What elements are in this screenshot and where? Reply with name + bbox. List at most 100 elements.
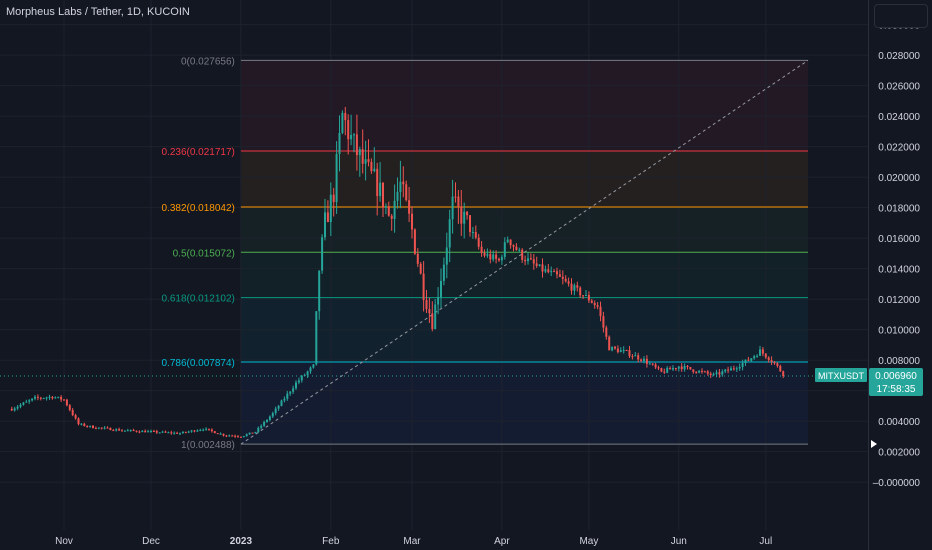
x-tick-label: Dec: [142, 536, 160, 547]
candle-body: [89, 425, 92, 427]
candle-body: [703, 371, 706, 373]
y-tick-label: 0.002000: [878, 448, 920, 459]
candle-body: [477, 237, 480, 247]
candle-body: [498, 258, 500, 261]
y-tick-label: 0.008000: [878, 356, 920, 367]
candle-body: [761, 349, 764, 354]
candle-body: [42, 398, 45, 400]
candle-body: [257, 427, 260, 432]
candle-body: [396, 192, 399, 201]
candle-body: [173, 432, 176, 434]
candle-body: [541, 264, 544, 272]
candle-body: [413, 229, 416, 254]
y-tick-label: 0.014000: [878, 265, 920, 276]
candle-body: [103, 427, 106, 429]
candle-body: [695, 371, 698, 373]
candle-body: [205, 428, 208, 430]
candle-body: [666, 368, 669, 373]
candle-body: [74, 415, 77, 419]
candle-body: [614, 346, 616, 349]
candle-body: [45, 397, 48, 399]
candle-body: [660, 368, 663, 372]
candle-body: [677, 366, 680, 369]
candle-body: [715, 372, 718, 374]
candle-body: [318, 270, 321, 312]
y-tick-label: –0.000000: [873, 478, 921, 489]
candle-body: [187, 431, 190, 433]
candle-body: [60, 396, 63, 400]
candle-body: [34, 396, 36, 399]
candle-body: [486, 254, 489, 256]
candle-body: [225, 435, 228, 437]
candle-body: [669, 368, 672, 370]
candle-body: [94, 428, 97, 430]
candle-body: [750, 358, 753, 361]
candle-body: [651, 363, 654, 365]
candle-body: [674, 368, 677, 370]
candle-body: [590, 300, 593, 303]
candle-body: [532, 259, 535, 264]
candle-body: [709, 373, 712, 376]
candle-body: [582, 295, 585, 297]
fib-zone: [240, 206, 808, 253]
candle-body: [587, 295, 590, 301]
candle-body: [701, 370, 703, 372]
candle-body: [100, 427, 103, 429]
y-tick-label: 0.024000: [878, 112, 920, 123]
candle-body: [741, 362, 744, 367]
countdown-text: 17:58:35: [877, 384, 916, 395]
candle-body: [355, 134, 358, 156]
fib-zone: [240, 60, 808, 151]
fib-label: 0.618(0.012102): [161, 294, 234, 305]
candle-body: [283, 398, 286, 401]
candle-body: [234, 435, 237, 437]
candle-body: [332, 194, 335, 203]
candle-body: [611, 346, 614, 351]
candle-body: [460, 206, 463, 224]
candle-body: [28, 400, 31, 402]
candle-body: [503, 242, 506, 257]
candle-body: [521, 249, 524, 260]
candle-body: [147, 431, 150, 433]
candle-body: [672, 368, 674, 370]
candle-body: [135, 430, 138, 432]
candle-body: [402, 181, 405, 185]
candle-body: [193, 430, 196, 432]
candle-body: [474, 231, 477, 238]
candle-body: [408, 200, 411, 214]
candle-body: [425, 300, 428, 310]
candle-body: [643, 358, 645, 361]
candle-body: [727, 369, 730, 371]
candle-body: [544, 269, 547, 272]
candle-body: [237, 436, 239, 438]
y-tick-label: 0.012000: [878, 295, 920, 306]
candle-body: [329, 194, 332, 222]
candle-body: [92, 425, 94, 429]
candle-body: [428, 309, 431, 314]
candle-body: [721, 371, 724, 375]
candle-body: [179, 433, 181, 435]
candle-body: [292, 388, 295, 392]
candle-body: [558, 274, 561, 277]
settings-box[interactable]: [874, 4, 928, 28]
candle-body: [483, 253, 486, 256]
candle-body: [155, 431, 158, 433]
candle-body: [492, 254, 495, 260]
x-tick-label: Nov: [55, 536, 73, 547]
candle-body: [297, 380, 300, 383]
candle-body: [529, 258, 532, 260]
candle-body: [167, 432, 170, 434]
candle-body: [509, 239, 512, 246]
candle-body: [561, 276, 564, 279]
candle-body: [689, 366, 692, 370]
fib-label: 0(0.027656): [181, 56, 235, 67]
candle-body: [773, 361, 776, 364]
candle-body: [126, 430, 129, 432]
price-axis: 0.0320000.0300000.0280000.0260000.024000…: [873, 0, 921, 489]
candle-body: [123, 430, 126, 432]
y-tick-label: 0.022000: [878, 143, 920, 154]
fib-label: 0.382(0.018042): [161, 203, 234, 214]
candle-body: [19, 404, 22, 407]
candle-body: [692, 369, 695, 372]
